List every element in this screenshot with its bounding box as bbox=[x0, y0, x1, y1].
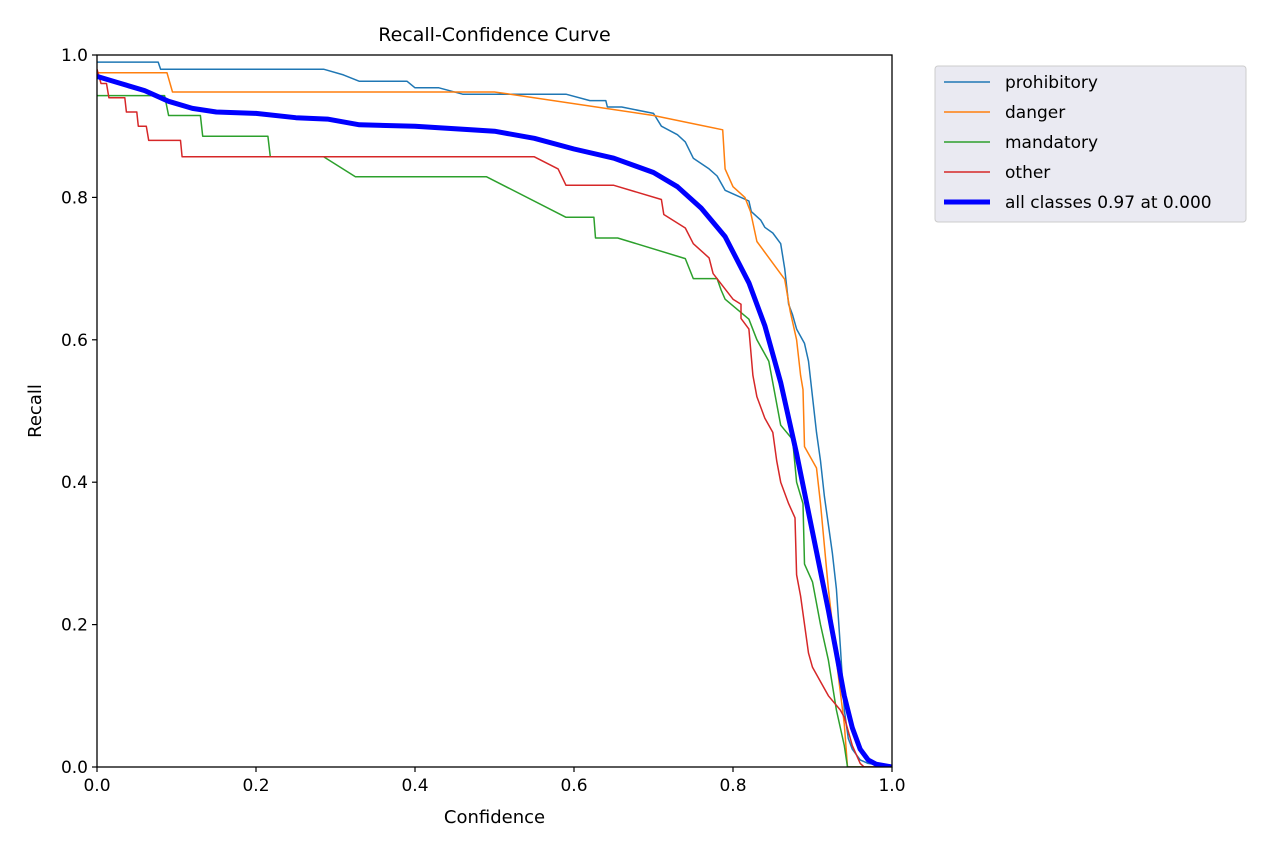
y-tick-label: 0.0 bbox=[61, 758, 88, 778]
legend: prohibitory danger mandatory other all class… bbox=[934, 65, 1247, 223]
x-tick-label: 1.0 bbox=[878, 776, 905, 796]
legend-box bbox=[934, 65, 1247, 223]
series-lines bbox=[97, 61, 892, 767]
legend-label: danger bbox=[1005, 103, 1065, 123]
x-tick-label: 0.8 bbox=[719, 776, 746, 796]
series-line-prohibitory bbox=[97, 61, 892, 767]
x-tick-label: 0.4 bbox=[401, 776, 428, 796]
legend-label: prohibitory bbox=[1005, 73, 1098, 93]
series-line-mandatory bbox=[97, 94, 892, 767]
x-tick-label: 0.6 bbox=[560, 776, 587, 796]
y-tick-label: 1.0 bbox=[61, 46, 88, 66]
y-tick-label: 0.6 bbox=[61, 331, 88, 351]
x-tick-label: 0.2 bbox=[242, 776, 269, 796]
legend-label: mandatory bbox=[1005, 133, 1098, 153]
series-line-all bbox=[97, 74, 892, 767]
plot-frame bbox=[96, 54, 893, 768]
y-tick-label: 0.2 bbox=[61, 616, 88, 636]
series-line-other bbox=[97, 68, 892, 767]
legend-label: other bbox=[1005, 163, 1050, 183]
x-axis-label: Confidence bbox=[444, 807, 545, 828]
axis-ticks: 0.0 0.2 0.4 0.6 0.8 1.0 0.0 0.2 0.4 0.6 0.8 1.0 bbox=[61, 46, 906, 796]
series-line-danger bbox=[97, 72, 892, 767]
y-tick-label: 0.4 bbox=[61, 473, 88, 493]
y-axis-label: Recall bbox=[25, 384, 46, 438]
x-tick-label: 0.0 bbox=[83, 776, 110, 796]
legend-label: all classes 0.97 at 0.000 bbox=[1005, 193, 1212, 213]
y-tick-label: 0.8 bbox=[61, 188, 88, 208]
chart-title: Recall-Confidence Curve bbox=[378, 24, 610, 46]
